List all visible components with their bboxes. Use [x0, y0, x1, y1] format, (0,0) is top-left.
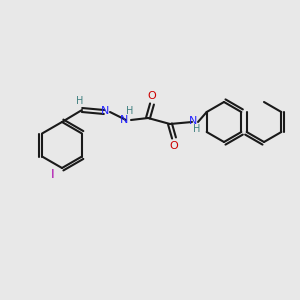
Text: H: H [76, 96, 84, 106]
Text: N: N [189, 116, 197, 126]
Text: O: O [148, 91, 156, 101]
Text: N: N [101, 106, 109, 116]
Text: O: O [169, 141, 178, 151]
Text: H: H [193, 124, 201, 134]
Text: H: H [126, 106, 134, 116]
Text: I: I [51, 169, 55, 182]
Text: N: N [120, 115, 128, 125]
